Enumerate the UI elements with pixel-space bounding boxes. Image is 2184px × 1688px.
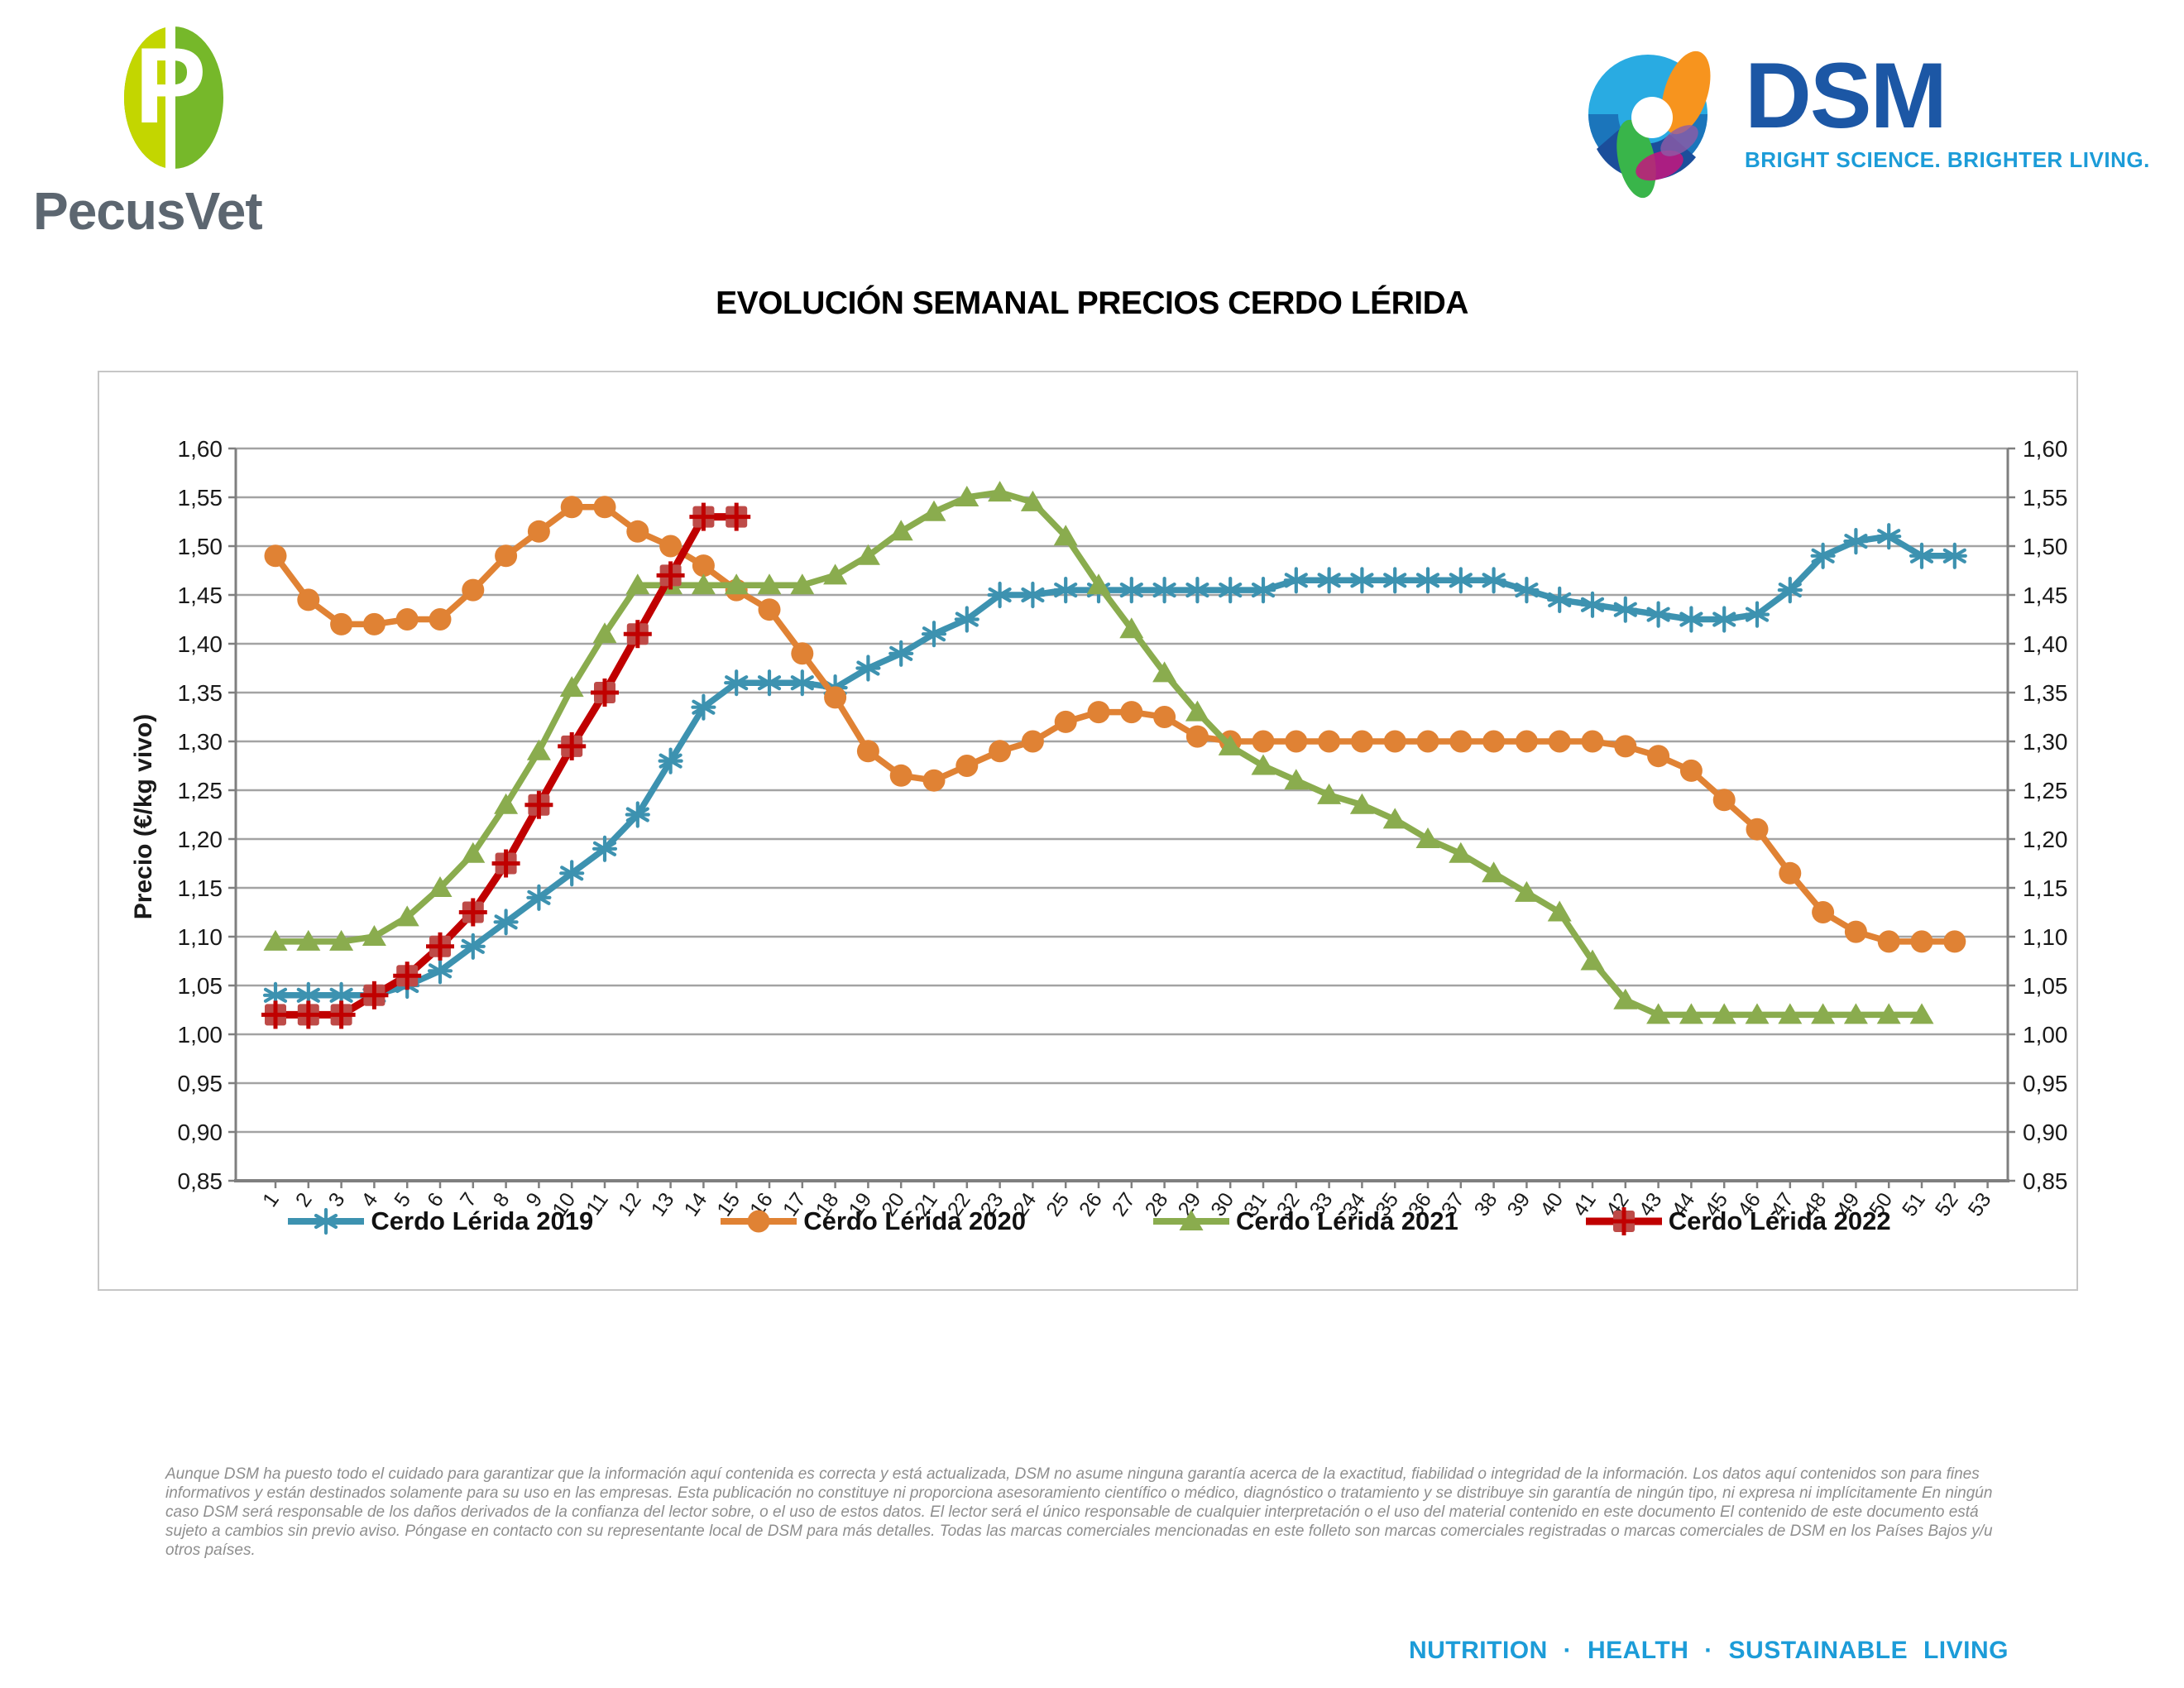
svg-text:1,15: 1,15 (178, 875, 223, 901)
svg-text:1,05: 1,05 (178, 973, 223, 999)
legend-marker-triangle-icon (1153, 1210, 1229, 1230)
svg-text:1,30: 1,30 (178, 729, 223, 755)
legend-marker-square-plus-icon (1585, 1207, 1662, 1235)
svg-text:0,90: 0,90 (178, 1120, 223, 1145)
svg-text:1,30: 1,30 (2023, 729, 2068, 755)
dsm-swirl-icon (1588, 50, 1711, 199)
svg-text:1,60: 1,60 (178, 436, 223, 462)
y-axis-labels-left: 1,60 1,55 1,50 1,45 1,40 1,35 1,30 1,25 1,20 1,15… (178, 436, 223, 1194)
svg-text:1,25: 1,25 (2023, 778, 2068, 803)
legend-item-cerdo-l-rida-2021: Cerdo Lérida 2021 (1150, 1206, 1458, 1236)
legend-label-cerdo-l-rida-2019: Cerdo Lérida 2019 (371, 1206, 594, 1235)
legend-item-cerdo-l-rida-2019: Cerdo Lérida 2019 (285, 1206, 593, 1236)
svg-text:1,25: 1,25 (178, 778, 223, 803)
dsm-wordmark: DSM (1745, 44, 1947, 147)
svg-text:0,95: 0,95 (178, 1071, 223, 1096)
svg-text:1,10: 1,10 (2023, 924, 2068, 950)
svg-text:1,15: 1,15 (2023, 875, 2068, 901)
page-title: EVOLUCIÓN SEMANAL PRECIOS CERDO LÉRIDA (716, 285, 1468, 321)
y-axis-labels-right: 1,60 1,55 1,50 1,45 1,40 1,35 1,30 1,25 1,20 1,15… (2023, 436, 2068, 1194)
svg-text:1,10: 1,10 (178, 924, 223, 950)
svg-text:P: P (135, 25, 207, 146)
chart-frame: Precio (€/kg vivo) 1,60 1,55 1,50 1,45 1,40 1… (98, 371, 2078, 1291)
svg-text:0,90: 0,90 (2023, 1120, 2068, 1145)
svg-text:1,55: 1,55 (178, 485, 223, 511)
disclaimer-text: Aunque DSM ha puesto todo el cuidado par… (165, 1465, 1993, 1559)
svg-text:0,85: 0,85 (178, 1168, 223, 1194)
chart-legend: Cerdo Lérida 2019 Cerdo Lérida 2020 Cerdo … (99, 1206, 2076, 1236)
gridlines (236, 447, 2008, 1182)
svg-text:1,00: 1,00 (178, 1022, 223, 1048)
svg-text:1,45: 1,45 (2023, 583, 2068, 608)
svg-text:1,00: 1,00 (2023, 1022, 2068, 1048)
svg-text:1,35: 1,35 (178, 680, 223, 706)
svg-text:1,50: 1,50 (178, 534, 223, 559)
svg-text:1,35: 1,35 (2023, 680, 2068, 706)
svg-text:1,20: 1,20 (2023, 827, 2068, 852)
svg-text:1,20: 1,20 (178, 827, 223, 852)
legend-label-cerdo-l-rida-2021: Cerdo Lérida 2021 (1236, 1206, 1458, 1235)
svg-text:0,95: 0,95 (2023, 1071, 2068, 1096)
dsm-logo: DSM BRIGHT SCIENCE. BRIGHTER LIVING. (1572, 41, 2150, 203)
pecusvet-logo: P PecusVet (33, 25, 331, 242)
svg-text:0,85: 0,85 (2023, 1168, 2068, 1194)
svg-text:1,60: 1,60 (2023, 436, 2068, 462)
svg-text:1,50: 1,50 (2023, 534, 2068, 559)
series-cerdo-l-rida-2020 (264, 496, 1966, 953)
svg-text:1,40: 1,40 (178, 631, 223, 657)
pecusvet-leaf-icon: P (124, 25, 223, 172)
series-cerdo-l-rida-2022 (261, 502, 751, 1029)
svg-text:1,55: 1,55 (2023, 485, 2068, 511)
legend-marker-star-icon (288, 1207, 365, 1235)
pecusvet-wordmark: PecusVet (33, 181, 263, 241)
legend-item-cerdo-l-rida-2022: Cerdo Lérida 2022 (1583, 1206, 1891, 1236)
legend-label-cerdo-l-rida-2020: Cerdo Lérida 2020 (803, 1206, 1026, 1235)
axes (228, 447, 2015, 1182)
svg-text:1,40: 1,40 (2023, 631, 2068, 657)
dsm-tagline: NUTRITION · HEALTH · SUSTAINABLE LIVING (1408, 1637, 2009, 1664)
series-cerdo-l-rida-2021 (263, 481, 1934, 1024)
legend-label-cerdo-l-rida-2022: Cerdo Lérida 2022 (1668, 1206, 1891, 1235)
dsm-logo-tagline: BRIGHT SCIENCE. BRIGHTER LIVING. (1745, 147, 2150, 172)
price-line-chart: 1,60 1,55 1,50 1,45 1,40 1,35 1,30 1,25 1,20 1,15… (178, 436, 2068, 1220)
legend-marker-circle-icon (721, 1210, 797, 1233)
svg-text:1,05: 1,05 (2023, 973, 2068, 999)
series-cerdo-l-rida-2019 (262, 523, 1967, 1009)
legend-item-cerdo-l-rida-2020: Cerdo Lérida 2020 (717, 1206, 1026, 1236)
svg-text:1,45: 1,45 (178, 583, 223, 608)
